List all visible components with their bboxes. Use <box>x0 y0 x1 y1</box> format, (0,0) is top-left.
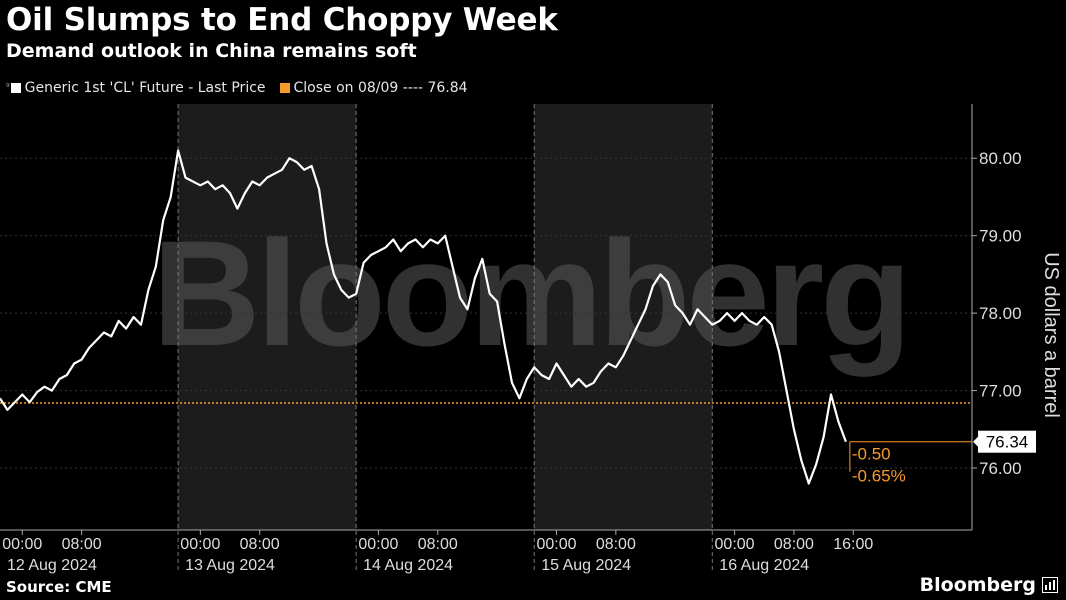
last-price-pointer <box>973 436 978 447</box>
bar-chart-icon <box>1042 577 1058 593</box>
x-tick-label: 16:00 <box>833 536 873 553</box>
x-tick-label: 00:00 <box>536 536 576 553</box>
chart-title: Oil Slumps to End Choppy Week <box>6 2 558 38</box>
x-tick-label: 08:00 <box>418 536 458 553</box>
y-tick-label: 76.00 <box>979 459 1022 478</box>
legend: ⁹ Generic 1st 'CL' Future - Last Price C… <box>6 80 482 96</box>
x-day-label: 12 Aug 2024 <box>7 557 97 574</box>
y-tick-label: 77.00 <box>979 382 1022 401</box>
bloomberg-logo: Bloomberg <box>920 574 1058 596</box>
legend-swatch-orange <box>279 83 290 93</box>
y-tick-label: 79.00 <box>979 227 1022 246</box>
watermark-text: Bloomberg <box>152 209 908 377</box>
x-tick-label: 08:00 <box>596 536 636 553</box>
chart-subtitle: Demand outlook in China remains soft <box>6 40 417 62</box>
x-tick-label: 00:00 <box>358 536 398 553</box>
x-tick-label: 00:00 <box>715 536 755 553</box>
x-day-label: 15 Aug 2024 <box>541 557 631 574</box>
legend-reference-label: Close on 08/09 ---- 76.84 <box>293 80 468 96</box>
shaded-day-band <box>178 104 357 530</box>
x-tick-label: 00:00 <box>180 536 220 553</box>
y-axis-title: US dollars a barrel <box>1040 252 1062 418</box>
x-day-label: 14 Aug 2024 <box>363 557 453 574</box>
y-tick-label: 80.00 <box>979 149 1022 168</box>
x-day-label: 13 Aug 2024 <box>185 557 275 574</box>
source-note: Source: CME <box>6 578 112 596</box>
legend-price-label: Generic 1st 'CL' Future - Last Price <box>24 80 266 96</box>
legend-item-price: ⁹ Generic 1st 'CL' Future - Last Price <box>6 80 266 96</box>
x-tick-label: 00:00 <box>2 536 42 553</box>
brand-text: Bloomberg <box>919 574 1036 596</box>
change-label: -0.50 <box>852 445 891 464</box>
price-series-line <box>0 149 847 485</box>
hook-icon: ⁹ <box>6 83 10 93</box>
last-price-box <box>978 430 1036 453</box>
last-price-label: 76.34 <box>986 433 1029 452</box>
x-tick-label: 08:00 <box>774 536 814 553</box>
shaded-day-band <box>534 104 713 530</box>
change-pct-label: -0.65% <box>852 467 906 486</box>
legend-swatch-white <box>10 83 21 93</box>
legend-item-reference: Close on 08/09 ---- 76.84 <box>279 80 468 96</box>
x-tick-label: 08:00 <box>240 536 280 553</box>
y-tick-label: 78.00 <box>979 304 1022 323</box>
x-day-label: 16 Aug 2024 <box>719 557 809 574</box>
x-tick-label: 08:00 <box>62 536 102 553</box>
